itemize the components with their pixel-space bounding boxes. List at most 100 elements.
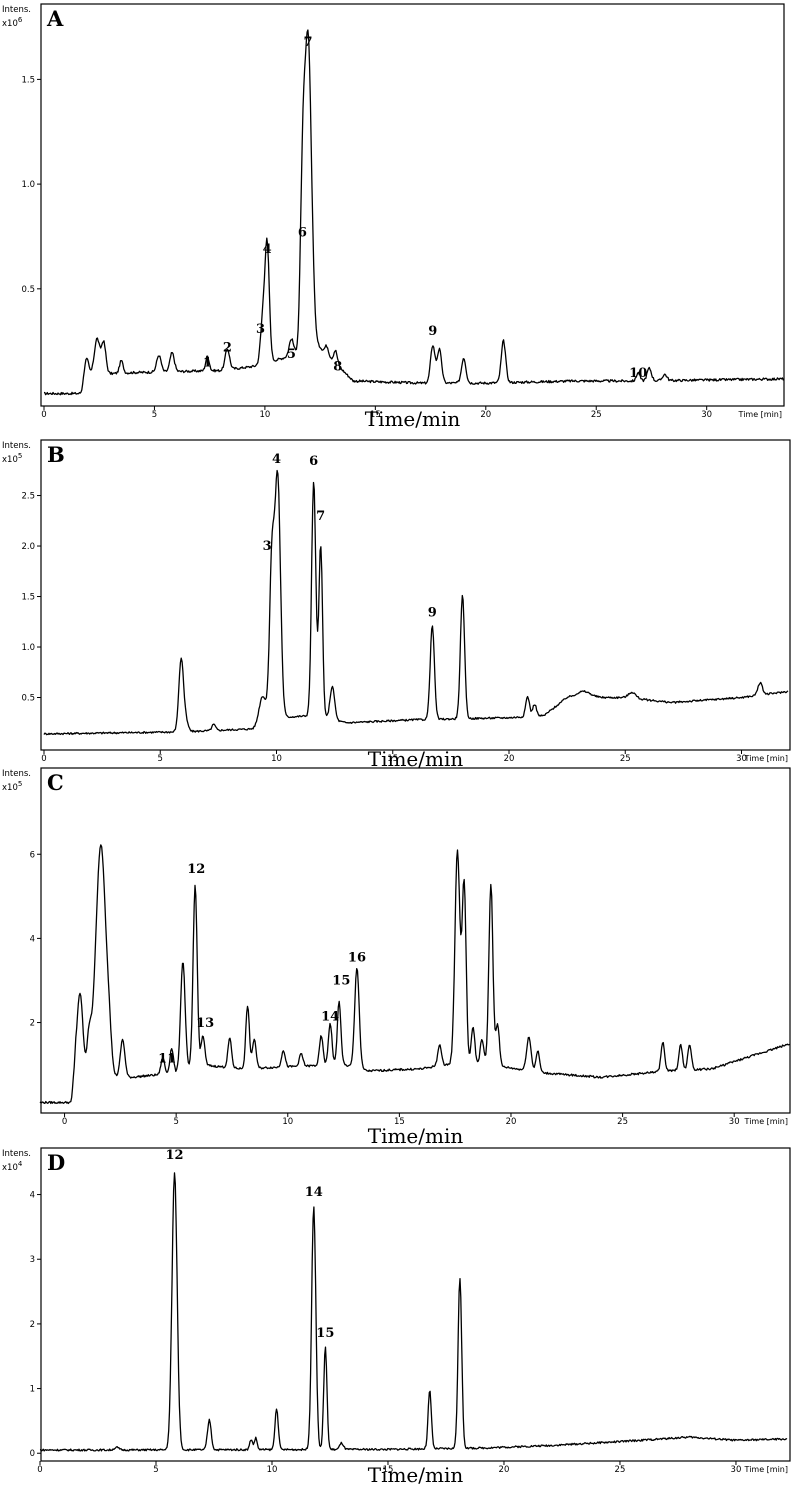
peak-label: 11	[158, 1052, 176, 1067]
y-axis-label: Intens.	[2, 441, 31, 451]
x-tick-label: 15	[370, 410, 381, 420]
x-tick-label: 20	[504, 754, 515, 764]
x-axis-title: Time/min	[365, 407, 461, 431]
chromatogram-trace	[39, 1172, 788, 1452]
y-tick-label: 2.5	[21, 492, 35, 502]
chromatogram-trace	[43, 469, 789, 736]
x-tick-label: 25	[620, 754, 631, 764]
panel-C: Intens.x105 C 2 4 6 0 5 10 15 20 25 30 Time [min] Tim…	[2, 767, 791, 1148]
chromatogram-trace	[43, 29, 785, 396]
peak-label: 9	[428, 324, 437, 339]
peak-label: 1	[203, 355, 212, 370]
x-axis-title: Time/min	[368, 1463, 464, 1486]
y-tick-label: 6	[30, 850, 35, 860]
panel-letter: D	[47, 1150, 65, 1175]
x-tick-label: 5	[173, 1117, 178, 1127]
y-tick-label: 2	[30, 1320, 35, 1330]
y-axis-exponent: x105	[2, 452, 22, 465]
plot-frame	[40, 439, 791, 751]
peak-label: 8	[333, 359, 342, 374]
y-tick-label: 1.5	[21, 593, 35, 603]
x-axis-title: Time/min	[368, 1124, 464, 1148]
peak-label: 12	[166, 1148, 184, 1163]
plot-frame	[40, 767, 791, 1114]
y-tick-label: 1	[30, 1385, 35, 1395]
x-tick-label: 30	[731, 1465, 742, 1475]
x-tick-label: 20	[506, 1117, 517, 1127]
x-tick-label: 15	[387, 754, 398, 764]
x-tick-label: 15	[383, 1465, 394, 1475]
y-tick-label: 0	[30, 1449, 35, 1459]
peak-label: 12	[187, 862, 205, 877]
x-unit-label: Time [min]	[744, 754, 788, 763]
y-axis-exponent: x106	[2, 16, 23, 29]
panel-letter: C	[47, 770, 64, 795]
x-tick-label: 30	[736, 754, 747, 764]
peak-label: 7	[303, 35, 312, 50]
peak-label: 14	[305, 1185, 323, 1200]
peak-label: 7	[316, 509, 325, 524]
x-tick-label: 30	[701, 410, 712, 420]
y-tick-label: 1.0	[21, 180, 35, 190]
x-unit-label: Time [min]	[744, 1465, 788, 1474]
x-tick-label: 20	[480, 410, 491, 420]
peak-label: 2	[223, 341, 232, 356]
x-tick-label: 5	[152, 410, 157, 420]
y-axis-label: Intens.	[2, 1149, 31, 1159]
y-axis-label: Intens.	[2, 769, 31, 779]
y-tick-label: 2.0	[21, 542, 35, 552]
y-axis-exponent: x105	[2, 780, 22, 793]
peak-label: 3	[256, 322, 265, 337]
panel-B: Intens.x105 B0.51.01.52.02.50 5 10 15 20 25 30T…	[2, 439, 791, 771]
peak-label: 4	[272, 452, 281, 467]
y-tick-label: 1.5	[21, 75, 35, 85]
peak-label: 5	[287, 347, 296, 362]
peak-label: 6	[309, 454, 318, 469]
peak-label: 10	[629, 366, 647, 381]
y-tick-label: 4	[30, 934, 35, 944]
x-axis-title: Time/min	[368, 747, 464, 771]
peak-label: 13	[196, 1016, 214, 1031]
panel-letter: B	[47, 442, 65, 467]
peak-label: 9	[428, 606, 437, 621]
panel-A: Intens.x106 A0.51.01.50 5 10 15 20 25 30 Time [m…	[2, 3, 785, 431]
x-tick-label: 10	[259, 410, 270, 420]
x-tick-label: 0	[62, 1117, 67, 1127]
x-tick-label: 5	[153, 1465, 158, 1475]
chromatogram-trace	[39, 844, 791, 1105]
x-unit-label: Time [min]	[738, 410, 782, 419]
x-tick-label: 10	[267, 1465, 278, 1475]
x-tick-label: 5	[158, 754, 163, 764]
x-tick-label: 15	[394, 1117, 405, 1127]
y-axis-exponent: x104	[2, 1160, 23, 1173]
y-tick-label: 4	[30, 1191, 35, 1201]
peak-label: 4	[263, 242, 272, 257]
plot-frame	[40, 1147, 791, 1462]
x-tick-label: 25	[591, 410, 602, 420]
peak-label: 6	[298, 225, 307, 240]
x-tick-label: 0	[41, 410, 46, 420]
y-tick-label: 0.5	[21, 694, 35, 704]
x-tick-label: 30	[729, 1117, 740, 1127]
plot-frame	[40, 3, 785, 407]
y-tick-label: 3	[30, 1255, 35, 1265]
y-tick-label: 2	[30, 1019, 35, 1029]
x-tick-label: 0	[37, 1465, 42, 1475]
peak-label: 15	[332, 974, 350, 989]
x-tick-label: 25	[615, 1465, 626, 1475]
peak-label: 16	[348, 951, 366, 966]
x-tick-label: 20	[499, 1465, 510, 1475]
x-tick-label: 0	[41, 754, 46, 764]
peak-label: 3	[263, 539, 272, 554]
x-tick-label: 25	[617, 1117, 628, 1127]
peak-label: 14	[321, 1009, 339, 1024]
x-tick-label: 10	[282, 1117, 293, 1127]
y-tick-label: 0.5	[21, 285, 35, 295]
panel-letter: A	[46, 6, 64, 31]
peak-label: 15	[316, 1326, 334, 1341]
y-tick-label: 1.0	[21, 643, 35, 653]
x-tick-label: 10	[271, 754, 282, 764]
y-axis-label: Intens.	[2, 5, 31, 15]
